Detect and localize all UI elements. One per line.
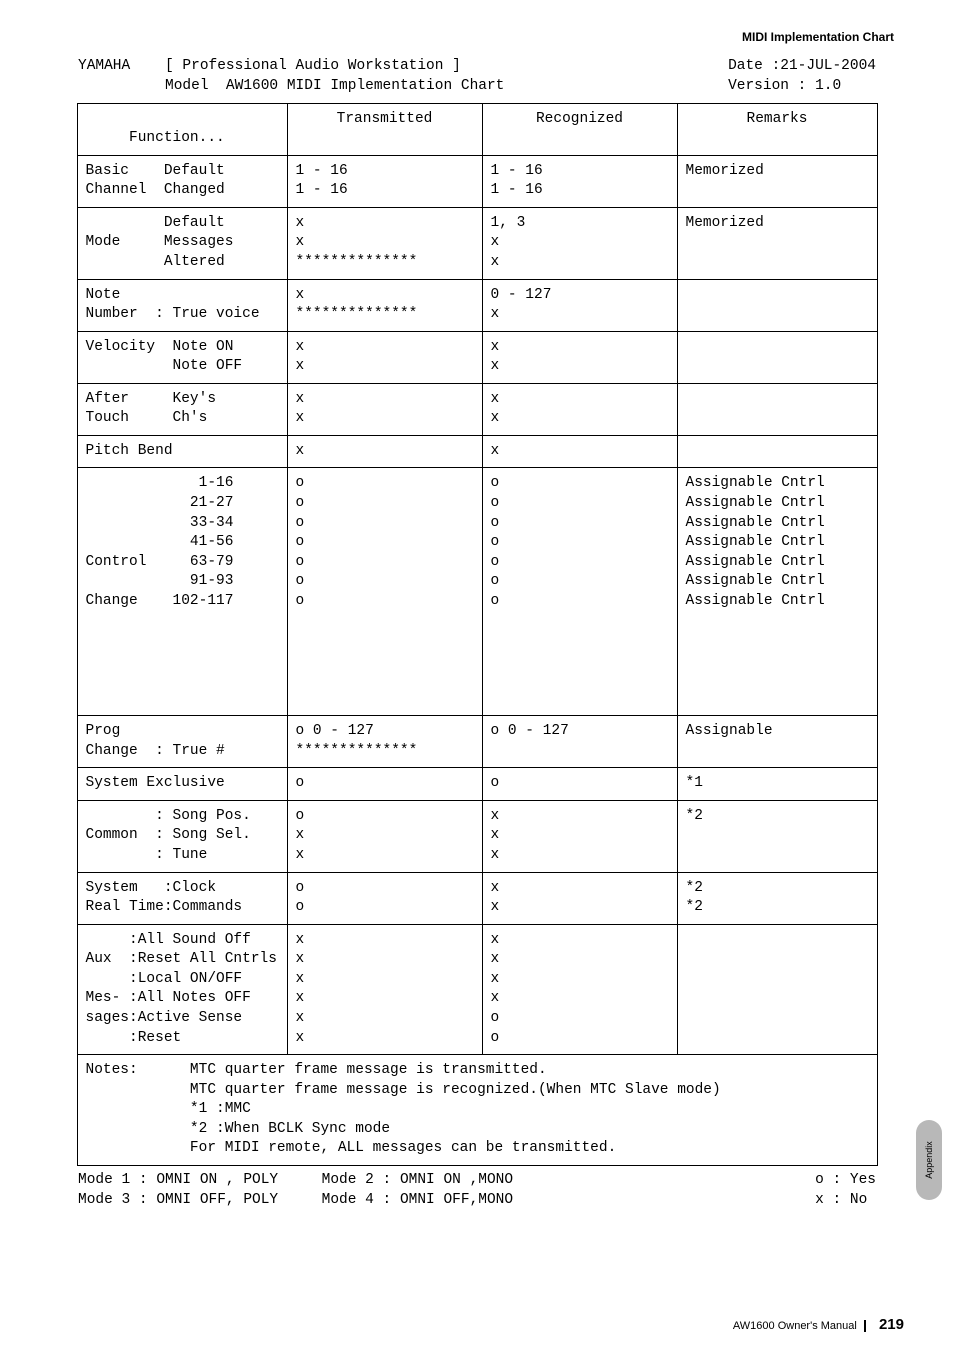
cell-recognized: x x x [482,800,677,872]
cell-remarks [677,435,877,468]
cell-recognized: x x x x o o [482,924,677,1054]
notes-row: Notes: MTC quarter frame message is tran… [77,1055,877,1166]
table-row: After Key's Touch Ch's x x x x [77,383,877,435]
header-remarks: Remarks [677,103,877,155]
cell-remarks [677,331,877,383]
midi-chart-table: Function... Transmitted Recognized Remar… [77,103,878,1166]
table-row: 1-16 21-27 33-34 41-56 Control 63-79 91-… [77,468,877,716]
cell-remarks [677,924,877,1054]
cell-function: 1-16 21-27 33-34 41-56 Control 63-79 91-… [77,468,287,716]
cell-recognized: 1, 3 x x [482,207,677,279]
cell-transmitted: x [287,435,482,468]
cell-recognized: 0 - 127 x [482,279,677,331]
cell-function: Default Mode Messages Altered [77,207,287,279]
cell-recognized: o [482,768,677,801]
appendix-label: Appendix [924,1141,934,1179]
cell-recognized: 1 - 16 1 - 16 [482,155,677,207]
cell-remarks: *2 [677,800,877,872]
cell-transmitted: o x x [287,800,482,872]
cell-remarks [677,279,877,331]
cell-remarks [677,383,877,435]
cell-remarks: Memorized [677,207,877,279]
mode-legend-right: o : Yes x : No [815,1170,876,1211]
table-row: Default Mode Messages Altered x x ******… [77,207,877,279]
notes-cell: Notes: MTC quarter frame message is tran… [77,1055,877,1166]
mode-legend-left: Mode 1 : OMNI ON , POLY Mode 2 : OMNI ON… [78,1170,513,1211]
cell-recognized: o o o o o o o [482,468,677,716]
table-row: Note Number : True voice x *************… [77,279,877,331]
footer-divider [864,1320,866,1332]
manual-title: AW1600 Owner's Manual [733,1320,857,1332]
cell-transmitted: x x ************** [287,207,482,279]
header-function: Function... [77,103,287,155]
cell-recognized: x [482,435,677,468]
section-header: MIDI Implementation Chart [50,30,904,44]
appendix-tab: Appendix [916,1120,942,1200]
cell-remarks: Assignable [677,716,877,768]
cell-transmitted: x x [287,331,482,383]
manual-footer: AW1600 Owner's Manual 219 [733,1316,904,1333]
cell-recognized: o 0 - 127 [482,716,677,768]
cell-function: Velocity Note ON Note OFF [77,331,287,383]
cell-recognized: x x [482,383,677,435]
cell-remarks: *2 *2 [677,872,877,924]
cell-function: After Key's Touch Ch's [77,383,287,435]
table-row: : Song Pos. Common : Song Sel. : Tune o … [77,800,877,872]
cell-transmitted: x x x x x x [287,924,482,1054]
table-row: Prog Change : True # o 0 - 127 *********… [77,716,877,768]
cell-transmitted: o o o o o o o [287,468,482,716]
table-row: Basic Default Channel Changed 1 - 16 1 -… [77,155,877,207]
cell-transmitted: o 0 - 127 ************** [287,716,482,768]
cell-function: Note Number : True voice [77,279,287,331]
table-header-row: Function... Transmitted Recognized Remar… [77,103,877,155]
cell-transmitted: x x [287,383,482,435]
page-number: 219 [879,1316,904,1333]
table-row: Pitch Bend x x [77,435,877,468]
cell-transmitted: o o [287,872,482,924]
cell-function: Pitch Bend [77,435,287,468]
table-row: Velocity Note ON Note OFF x x x x [77,331,877,383]
cell-transmitted: x ************** [287,279,482,331]
cell-recognized: x x [482,872,677,924]
cell-function: Basic Default Channel Changed [77,155,287,207]
table-row: System Exclusive o o *1 [77,768,877,801]
cell-remarks: Memorized [677,155,877,207]
heading-left: YAMAHA [ Professional Audio Workstation … [78,56,504,97]
header-transmitted: Transmitted [287,103,482,155]
table-row: :All Sound Off Aux :Reset All Cntrls :Lo… [77,924,877,1054]
cell-transmitted: o [287,768,482,801]
table-row: System :Clock Real Time:Commands o o x x… [77,872,877,924]
header-recognized: Recognized [482,103,677,155]
cell-function: :All Sound Off Aux :Reset All Cntrls :Lo… [77,924,287,1054]
cell-function: System :Clock Real Time:Commands [77,872,287,924]
cell-remarks: *1 [677,768,877,801]
cell-remarks: Assignable Cntrl Assignable Cntrl Assign… [677,468,877,716]
heading-right: Date :21-JUL-2004 Version : 1.0 [728,56,876,97]
cell-recognized: x x [482,331,677,383]
mode-legend: Mode 1 : OMNI ON , POLY Mode 2 : OMNI ON… [50,1166,904,1211]
cell-transmitted: 1 - 16 1 - 16 [287,155,482,207]
cell-function: : Song Pos. Common : Song Sel. : Tune [77,800,287,872]
cell-function: System Exclusive [77,768,287,801]
document-heading: YAMAHA [ Professional Audio Workstation … [50,56,904,97]
cell-function: Prog Change : True # [77,716,287,768]
